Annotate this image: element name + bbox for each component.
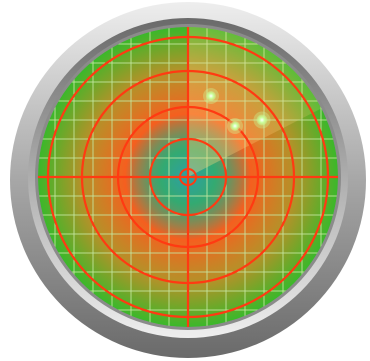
blip-3 — [256, 114, 268, 126]
blip-2 — [230, 121, 240, 131]
blip-1 — [206, 91, 216, 101]
crosshair — [38, 27, 338, 327]
blips — [203, 88, 271, 134]
